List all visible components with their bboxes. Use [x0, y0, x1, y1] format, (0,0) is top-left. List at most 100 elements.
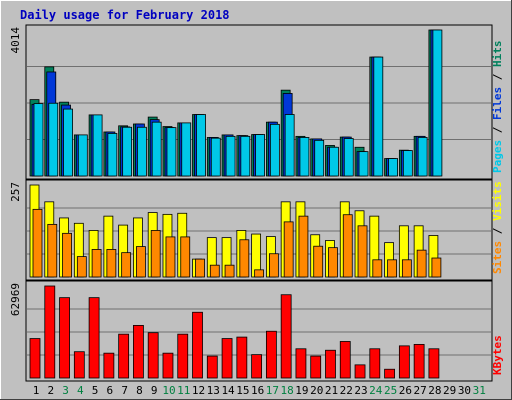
bar-pages-day-16 [255, 134, 266, 177]
bar-pages-day-4 [77, 134, 88, 177]
bar-pages-day-11 [181, 122, 192, 177]
x-tick-label: 9 [151, 384, 158, 397]
bar-sites-day-7 [121, 252, 132, 278]
bar-kbytes-day-25 [384, 368, 395, 379]
bar-sites-day-14 [224, 264, 235, 278]
x-tick-label: 21 [325, 384, 338, 397]
bar-sites-day-24 [372, 259, 383, 278]
panel-3: 62969 KBytes [9, 280, 504, 382]
legend-entry: Files [491, 87, 504, 120]
bar-kbytes-day-26 [398, 345, 410, 379]
x-tick-label: 29 [443, 384, 456, 397]
bar-sites-day-19 [298, 215, 309, 278]
bar-pages-day-24 [373, 56, 384, 177]
bar-kbytes-day-2 [44, 285, 56, 379]
bar-pages-day-10 [166, 127, 177, 177]
bar-pages-day-13 [210, 137, 221, 177]
x-tick-label: 8 [136, 384, 143, 397]
bar-sites-day-23 [357, 225, 368, 278]
x-tick-label: 13 [207, 384, 220, 397]
x-tick-label: 27 [414, 384, 427, 397]
panel-1-legend: Pages / Files / Hits [491, 41, 504, 174]
bar-pages-day-9 [151, 121, 162, 177]
bar-kbytes-day-20 [310, 355, 322, 379]
x-tick-label: 31 [473, 384, 486, 397]
bar-kbytes-day-28 [428, 348, 440, 379]
bar-sites-day-22 [342, 214, 353, 278]
x-axis: 1 2 3 4 5 6 7 8 9 10 11 12 13 14 15 16 17 18 19 20 21 22 23 24 2… [33, 384, 486, 397]
bar-pages-day-27 [417, 137, 428, 177]
panels-layer: 4014 Pages / Files / Hits 257 Sites / Visit… [9, 24, 504, 382]
bar-sites-day-5 [91, 249, 102, 278]
bar-sites-day-2 [47, 223, 58, 278]
bar-pages-day-14 [225, 135, 236, 177]
bar-kbytes-day-17 [265, 330, 277, 379]
series-sites [32, 208, 442, 278]
x-tick-label: 19 [295, 384, 308, 397]
legend-entry: / [491, 120, 504, 140]
bar-kbytes-day-12 [192, 311, 203, 379]
bar-pages-day-6 [107, 133, 118, 177]
bar-kbytes-day-13 [206, 355, 218, 379]
bar-pages-day-22 [343, 138, 354, 177]
bar-pages-day-21 [329, 146, 339, 177]
bar-kbytes-day-5 [88, 297, 100, 379]
bar-sites-day-12 [195, 258, 205, 278]
x-tick-label: 6 [107, 384, 114, 397]
x-tick-label: 4 [77, 384, 84, 397]
bar-sites-day-17 [268, 253, 279, 278]
bar-kbytes-day-6 [103, 352, 115, 379]
bar-kbytes-day-21 [325, 349, 336, 379]
bar-sites-day-26 [401, 259, 412, 278]
bar-sites-day-20 [313, 245, 324, 278]
bar-kbytes-day-8 [133, 325, 144, 379]
series-kbytes [29, 285, 440, 379]
bar-pages-day-12 [196, 114, 206, 177]
legend-entry: Visits [491, 181, 504, 221]
x-tick-label: 23 [354, 384, 367, 397]
bar-kbytes-day-9 [147, 332, 159, 379]
bar-sites-day-10 [165, 236, 176, 278]
legend-entry: Hits [491, 41, 504, 68]
bar-pages-day-26 [402, 150, 413, 177]
x-tick-label: 30 [458, 384, 471, 397]
panel-3-max-label: 62969 [9, 283, 22, 316]
bar-kbytes-day-14 [221, 338, 233, 379]
bar-kbytes-day-10 [162, 352, 174, 379]
x-tick-label: 12 [192, 384, 205, 397]
bar-sites-day-13 [209, 264, 220, 278]
bar-sites-day-8 [136, 246, 146, 278]
bar-pages-day-1 [33, 103, 44, 177]
bar-sites-day-4 [76, 256, 87, 278]
bar-kbytes-day-23 [354, 364, 366, 379]
x-tick-label: 18 [281, 384, 294, 397]
x-tick-label: 1 [33, 384, 40, 397]
bar-sites-day-9 [150, 230, 161, 278]
bar-pages-day-23 [358, 151, 369, 177]
legend-entry: KBytes [491, 335, 504, 375]
legend-entry: Pages [491, 140, 504, 173]
bar-sites-day-11 [180, 236, 191, 278]
bar-kbytes-day-19 [295, 348, 307, 379]
bar-pages-day-5 [92, 114, 103, 177]
bar-pages-day-18 [284, 114, 295, 177]
panel-1-max-label: 4014 [9, 27, 22, 54]
legend-entry: / [491, 67, 504, 87]
bar-kbytes-day-7 [118, 333, 130, 379]
bar-sites-day-1 [32, 208, 43, 278]
bar-kbytes-day-18 [280, 294, 292, 379]
chart-title: Daily usage for February 2018 [20, 8, 230, 22]
panel-2-legend: Sites / Visits [491, 181, 504, 274]
bar-sites-day-6 [106, 249, 117, 278]
bar-pages-day-7 [122, 126, 133, 177]
x-tick-label: 25 [384, 384, 397, 397]
x-tick-label: 15 [236, 384, 249, 397]
bar-pages-day-20 [314, 139, 325, 177]
x-tick-label: 22 [340, 384, 353, 397]
bar-kbytes-day-4 [73, 351, 85, 379]
bar-kbytes-day-22 [339, 341, 351, 379]
bar-kbytes-day-15 [236, 336, 248, 379]
bar-sites-day-21 [328, 247, 338, 278]
x-tick-label: 2 [47, 384, 54, 397]
